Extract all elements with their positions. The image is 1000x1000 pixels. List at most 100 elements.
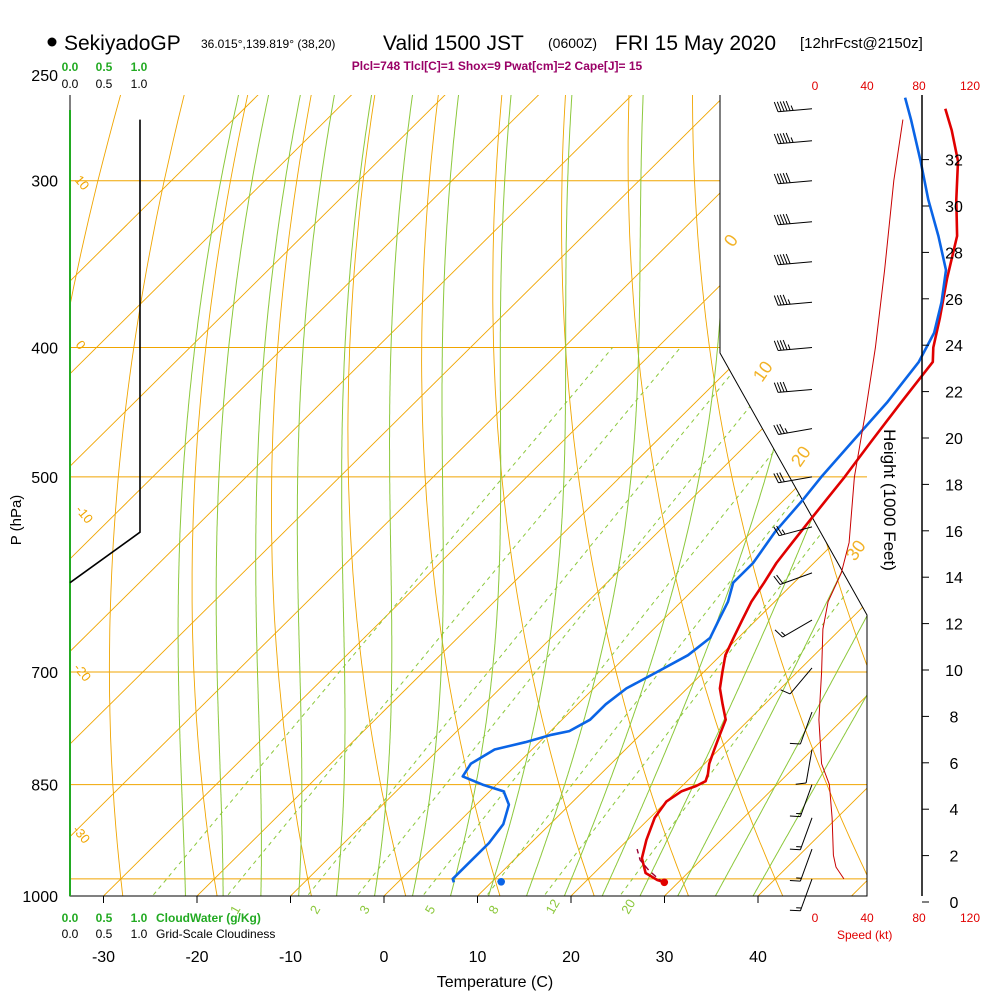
cloud-water-label: CloudWater (g/Kg) (156, 911, 261, 925)
isotherm-line (839, 95, 867, 896)
wind-barb-flag (785, 253, 791, 264)
x-tick-label: 0 (380, 949, 389, 966)
x-tick-label: -30 (92, 949, 115, 966)
x-axis-label: Temperature (C) (437, 974, 553, 991)
wind-barb-flag (773, 473, 779, 484)
wind-barb (773, 294, 813, 306)
surface-dewpoint-marker (497, 878, 506, 886)
wind-barb-half-flag (787, 344, 791, 350)
isotherm-line (70, 95, 490, 896)
sounding-traces (69, 97, 960, 887)
moist-adiabat-line (634, 95, 867, 896)
wind-barb (773, 339, 813, 351)
mixing-ratio-line (217, 347, 681, 896)
pressure-tick-label: 400 (31, 341, 58, 358)
mixing-ratio-label: 2 (307, 903, 324, 917)
isotherm-line (278, 95, 867, 896)
wind-barb (773, 381, 813, 393)
wind-barb-flag (789, 909, 801, 912)
wind-barb-half-flag (790, 105, 794, 111)
wind-barb-flag (776, 173, 782, 184)
isotherm-line (559, 95, 867, 896)
wind-barb-flag (776, 525, 783, 536)
wind-barb-flag (773, 254, 779, 265)
mixing-ratio-line (298, 347, 754, 896)
mixing-ratio-label: 8 (485, 903, 502, 917)
wind-barb (774, 619, 813, 638)
speed-tick-label-bottom: 0 (812, 911, 819, 925)
pressure-axis-ticks: 250 300 400 500 700 850 1000 (22, 68, 58, 906)
x-tick-label: 40 (749, 949, 767, 966)
speed-tick-label-top: 40 (860, 79, 874, 93)
wind-barb-flag (782, 339, 788, 350)
height-tick-label: 24 (945, 338, 963, 355)
wind-barb (773, 213, 813, 226)
wind-barb (789, 711, 813, 745)
parcel-path-line (636, 848, 665, 883)
isotherm-line (185, 95, 867, 896)
isobar-lines (70, 180, 867, 880)
dry-adiabat-line (692, 95, 867, 896)
pressure-tick-label: 500 (31, 470, 58, 487)
wind-barb-staff (799, 711, 813, 745)
wind-barb-flag (773, 382, 779, 393)
dry-adiabat-line (271, 95, 321, 896)
dry-adiabat-line (816, 95, 867, 896)
wind-speed-line (818, 119, 904, 880)
dry-adiabat-line (421, 95, 504, 896)
pressure-tick-label: 1000 (22, 889, 58, 906)
moist-adiabat-line (484, 95, 576, 896)
moist-adiabat-line (296, 95, 343, 896)
wind-barb-flag (773, 133, 779, 144)
surface-temperature-marker (660, 878, 669, 887)
wind-barb (795, 749, 813, 785)
x-tick-label: -10 (279, 949, 302, 966)
moist-adiabat-lines (177, 95, 867, 896)
wind-barb (773, 423, 813, 435)
moist-adiabat-line (334, 95, 380, 896)
wind-barb (789, 784, 813, 818)
wind-barb (773, 572, 813, 585)
dry-adiabat-label: -10 (73, 502, 97, 526)
cloud-water-scale-top: 1.0 (131, 60, 148, 74)
wind-barb (773, 253, 813, 266)
wind-barb (789, 817, 813, 851)
wind-barb-flag (773, 575, 781, 585)
height-tick-label: 30 (945, 199, 963, 216)
height-axis-label: Height (1000 Feet) (880, 429, 899, 571)
dry-adiabat-line (492, 95, 599, 896)
temperature-axis-ticks: -30 -20 -10 0 10 20 30 40 (92, 896, 767, 966)
mixing-ratio-label: 5 (422, 903, 439, 917)
wind-barb-flag (779, 173, 785, 184)
height-tick-label: 20 (945, 431, 963, 448)
wind-barb-staff (799, 878, 813, 911)
wind-barb-flag (782, 381, 788, 392)
height-tick-label: 0 (950, 895, 959, 912)
wind-barb (773, 472, 813, 484)
cloudiness-scale-bottom: 0.5 (96, 927, 113, 941)
moist-adiabat-label: 0 (720, 231, 742, 251)
isotherm-line (70, 95, 396, 896)
height-tick-label: 4 (950, 802, 959, 819)
y-axis-label: P (hPa) (8, 495, 25, 546)
wind-barb-flag (782, 214, 788, 225)
height-tick-label: 6 (950, 756, 959, 773)
wind-barb-flag (773, 173, 779, 184)
cloud-water-scale-bottom: 1.0 (131, 911, 148, 925)
isotherm-line (70, 95, 677, 896)
height-tick-label: 14 (945, 570, 963, 587)
cloud-water-scale-top: 0.5 (96, 60, 113, 74)
mixing-ratio-line (347, 347, 799, 896)
wind-barb (773, 132, 813, 145)
cloudiness-scale-bottom: 0.0 (62, 927, 79, 941)
wind-barb-flag (779, 472, 785, 483)
speed-axis-label: Speed (kt) (837, 928, 892, 942)
wind-barb-staff (805, 749, 813, 784)
wind-barb-flag (780, 689, 791, 695)
speed-tick-label-top: 120 (960, 79, 980, 93)
dry-adiabat-label: -30 (70, 822, 94, 846)
isotherm-line (652, 95, 867, 896)
wind-barb-flag (782, 173, 788, 184)
wind-barb-staff (799, 784, 813, 817)
